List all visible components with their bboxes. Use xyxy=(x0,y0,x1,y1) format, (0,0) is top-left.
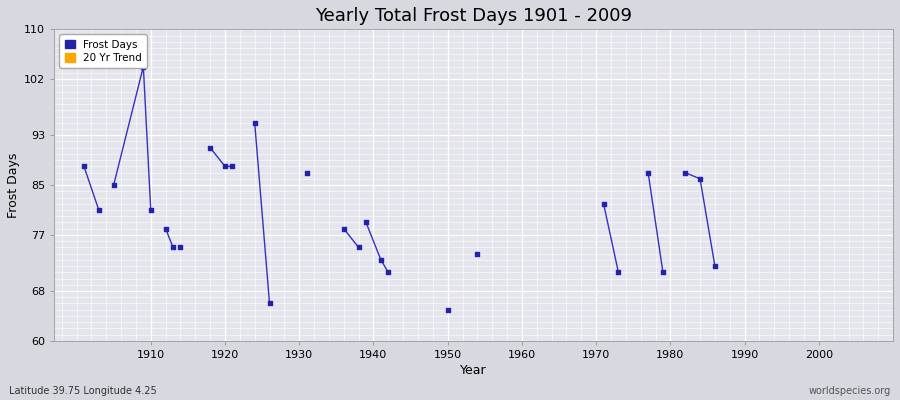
Text: Latitude 39.75 Longitude 4.25: Latitude 39.75 Longitude 4.25 xyxy=(9,386,157,396)
Point xyxy=(470,250,484,257)
Point xyxy=(374,257,388,263)
Text: worldspecies.org: worldspecies.org xyxy=(809,386,891,396)
Point xyxy=(262,300,276,307)
Point xyxy=(693,176,707,182)
Point xyxy=(359,219,374,226)
Point xyxy=(351,244,365,250)
Point xyxy=(136,64,150,70)
Point xyxy=(337,226,351,232)
Point xyxy=(106,182,121,188)
Point xyxy=(158,226,173,232)
Point xyxy=(707,263,722,269)
Legend: Frost Days, 20 Yr Trend: Frost Days, 20 Yr Trend xyxy=(59,34,148,68)
Point xyxy=(76,163,91,170)
Point xyxy=(678,170,692,176)
Title: Yearly Total Frost Days 1901 - 2009: Yearly Total Frost Days 1901 - 2009 xyxy=(315,7,632,25)
Point xyxy=(218,163,232,170)
Y-axis label: Frost Days: Frost Days xyxy=(7,152,20,218)
Point xyxy=(611,269,625,276)
Point xyxy=(92,207,106,213)
Point xyxy=(381,269,395,276)
Point xyxy=(440,306,454,313)
Point xyxy=(641,170,655,176)
Point xyxy=(248,120,262,126)
Point xyxy=(300,170,314,176)
Point xyxy=(166,244,180,250)
Point xyxy=(656,269,670,276)
X-axis label: Year: Year xyxy=(460,364,487,377)
Point xyxy=(225,163,239,170)
Point xyxy=(174,244,188,250)
Point xyxy=(144,207,158,213)
Point xyxy=(202,144,217,151)
Point xyxy=(597,200,611,207)
